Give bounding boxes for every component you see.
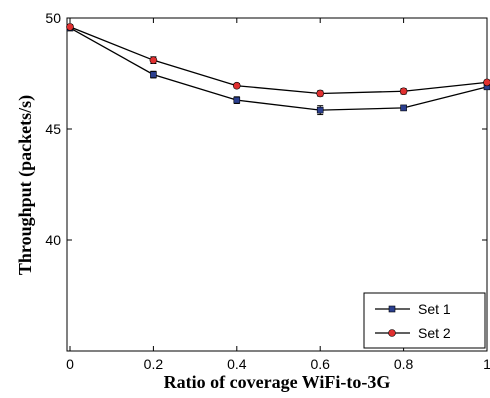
- y-tick-label: 45: [45, 121, 61, 137]
- y-tick-label: 50: [45, 10, 61, 26]
- x-tick-label: 0: [66, 356, 74, 372]
- x-tick-label: 0.8: [394, 356, 414, 372]
- data-point-set-2: [483, 78, 490, 87]
- data-point-set-1: [316, 106, 324, 114]
- data-point-set-1: [400, 104, 407, 112]
- legend-box: [363, 292, 486, 349]
- x-tick-label: 0.6: [310, 356, 330, 372]
- x-tick-label: 0.4: [227, 356, 247, 372]
- x-axis: 0 0.2 0.4 0.6 0.8 1: [66, 18, 490, 372]
- legend: Set 1 Set 2: [363, 292, 486, 349]
- legend-label-set2: Set 2: [418, 325, 451, 341]
- data-point-set-1: [150, 71, 157, 78]
- legend-label-set1: Set 1: [418, 301, 451, 317]
- legend-marker-set1: [388, 305, 396, 313]
- plot-frame: [66, 17, 488, 352]
- data-point-set-2: [149, 56, 158, 64]
- series-line-set-1: [69, 27, 488, 111]
- x-tick-label: 1: [483, 356, 490, 372]
- y-tick-label: 40: [45, 232, 61, 248]
- data-point-set-2: [316, 89, 325, 98]
- y-axis-label: Throughput (packets/s): [15, 95, 36, 275]
- data-point-set-1: [233, 96, 241, 104]
- series-layer: [66, 23, 490, 116]
- series-line-set-2: [69, 26, 488, 95]
- data-point-set-2: [66, 23, 74, 31]
- data-point-set-2: [399, 87, 408, 96]
- y-axis: 40 45 50: [45, 10, 487, 248]
- x-axis-label: Ratio of coverage WiFi-to-3G: [164, 372, 391, 392]
- data-point-set-2: [233, 81, 241, 90]
- x-tick-label: 0.2: [144, 356, 164, 372]
- legend-marker-set2: [388, 329, 396, 337]
